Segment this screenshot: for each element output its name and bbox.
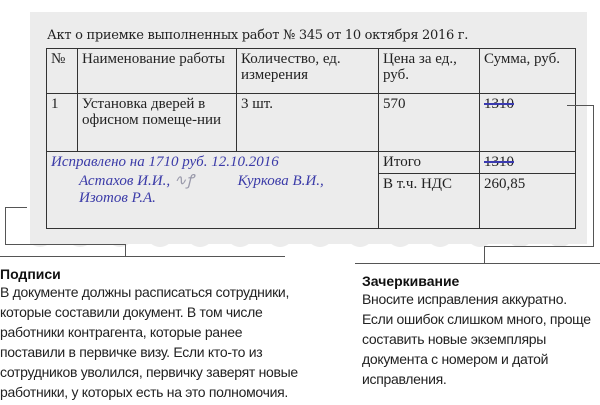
row-qty: 3 шт. [236, 93, 379, 152]
row-price: 570 [378, 93, 480, 152]
document-title: Акт о приемке выполненных работ № 345 от… [47, 28, 469, 43]
row-sum: 1310 [479, 93, 576, 152]
header-sum: Сумма, руб. [479, 48, 576, 94]
callout-signatures: Подписи В документе должны расписаться с… [0, 266, 300, 402]
signer-1: Астахов И.И., [79, 173, 171, 189]
callout-line-left [5, 207, 6, 244]
signature-icon: ∿ꝭ [173, 173, 194, 189]
callout-divider-right [355, 263, 600, 264]
callout-line-left [5, 244, 125, 245]
callout-line-right [484, 246, 485, 263]
callout-line-right [593, 105, 594, 246]
callout-text: В документе должны расписаться сотрудник… [0, 284, 298, 400]
correction-note: Исправлено на 1710 руб. 12.10.2016 [51, 154, 279, 170]
total-label: Итого [378, 151, 480, 174]
row-name: Установка дверей в офисном помеще-нии [77, 93, 237, 152]
row-sum-struck: 1310 [484, 96, 514, 112]
table-header-row: № Наименование работы Количество, ед. из… [46, 48, 576, 94]
total-value-struck: 1310 [484, 154, 514, 170]
header-qty: Количество, ед. измерения [236, 48, 379, 94]
callout-line-left [125, 244, 126, 256]
total-value: 1310 [479, 151, 576, 174]
signer-3: Изотов Р.А. [79, 190, 156, 206]
total-row: Исправлено на 1710 руб. 12.10.2016 Астах… [46, 151, 576, 229]
vat-label: В т.ч. НДС [378, 173, 480, 229]
callout-line-right [484, 246, 594, 247]
header-num: № [46, 48, 78, 94]
table-row: 1 Установка дверей в офисном помеще-нии … [46, 93, 576, 152]
header-price: Цена за ед., руб. [378, 48, 480, 94]
callout-text: Вносите исправления аккуратно. Если ошиб… [362, 291, 591, 387]
callout-line-right [567, 105, 593, 106]
callout-heading: Зачеркивание [362, 273, 460, 289]
callout-heading: Подписи [0, 266, 61, 282]
callout-divider-left [0, 256, 285, 257]
correction-cell: Исправлено на 1710 руб. 12.10.2016 Астах… [46, 151, 379, 229]
vat-value: 260,85 [479, 173, 576, 229]
signers-line-1: Астахов И.И., ∿ꝭ Куркова В.И., [51, 173, 374, 190]
paper-bottom-edge [30, 243, 587, 247]
callout-strikethrough: Зачеркивание Вносите исправления аккурат… [362, 273, 592, 389]
vat-row: В т.ч. НДС 260,85 [47, 173, 576, 229]
row-num: 1 [46, 93, 78, 152]
callout-line-left [5, 207, 27, 208]
paper-top-edge [30, 12, 587, 16]
header-name: Наименование работы [77, 48, 237, 94]
act-table: № Наименование работы Количество, ед. из… [46, 48, 576, 229]
signer-2: Куркова В.И., [237, 173, 324, 189]
